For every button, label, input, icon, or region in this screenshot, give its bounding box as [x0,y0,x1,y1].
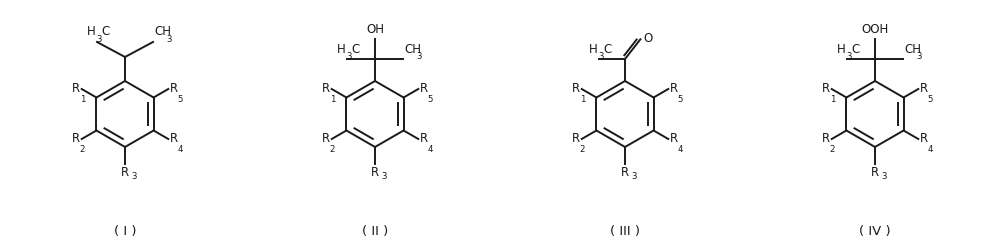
Text: R: R [572,82,580,95]
Text: R: R [371,166,379,179]
Text: 3: 3 [346,52,352,61]
Text: 5: 5 [928,94,933,103]
Text: H: H [589,43,598,56]
Text: ( IV ): ( IV ) [859,224,891,237]
Text: 1: 1 [580,94,585,103]
Text: ( I ): ( I ) [114,224,136,237]
Text: R: R [72,82,80,95]
Text: R: R [920,82,928,95]
Text: O: O [643,32,653,45]
Text: 1: 1 [330,94,335,103]
Text: H: H [87,25,96,38]
Text: CH: CH [154,25,171,38]
Text: C: C [604,43,612,56]
Text: 4: 4 [928,144,933,153]
Text: C: C [852,43,860,56]
Text: R: R [170,132,178,145]
Text: 3: 3 [631,172,637,181]
Text: 2: 2 [580,144,585,153]
Text: ( III ): ( III ) [610,224,640,237]
Text: R: R [670,132,678,145]
Text: OH: OH [366,23,384,36]
Text: CH: CH [404,43,421,56]
Text: 3: 3 [96,35,102,44]
Text: C: C [352,43,360,56]
Text: 3: 3 [131,172,137,181]
Text: ( II ): ( II ) [362,224,388,237]
Text: 5: 5 [678,94,683,103]
Text: 5: 5 [178,94,183,103]
Text: 4: 4 [178,144,183,153]
Text: 2: 2 [80,144,85,153]
Text: 3: 3 [846,52,852,61]
Text: 3: 3 [916,52,922,61]
Text: 2: 2 [830,144,835,153]
Text: R: R [420,132,428,145]
Text: R: R [420,82,428,95]
Text: H: H [337,43,346,56]
Text: 2: 2 [330,144,335,153]
Text: 3: 3 [416,52,422,61]
Text: 3: 3 [598,52,604,61]
Text: R: R [670,82,678,95]
Text: H: H [837,43,846,56]
Text: R: R [621,166,629,179]
Text: R: R [822,132,830,145]
Text: OOH: OOH [861,23,889,36]
Text: C: C [102,25,110,38]
Text: 4: 4 [428,144,433,153]
Text: R: R [170,82,178,95]
Text: 3: 3 [166,35,172,44]
Text: 3: 3 [381,172,387,181]
Text: R: R [822,82,830,95]
Text: R: R [322,82,330,95]
Text: R: R [322,132,330,145]
Text: R: R [72,132,80,145]
Text: R: R [871,166,879,179]
Text: R: R [572,132,580,145]
Text: CH: CH [904,43,921,56]
Text: 4: 4 [678,144,683,153]
Text: 1: 1 [830,94,835,103]
Text: 1: 1 [80,94,85,103]
Text: 3: 3 [881,172,887,181]
Text: R: R [121,166,129,179]
Text: R: R [920,132,928,145]
Text: 5: 5 [428,94,433,103]
